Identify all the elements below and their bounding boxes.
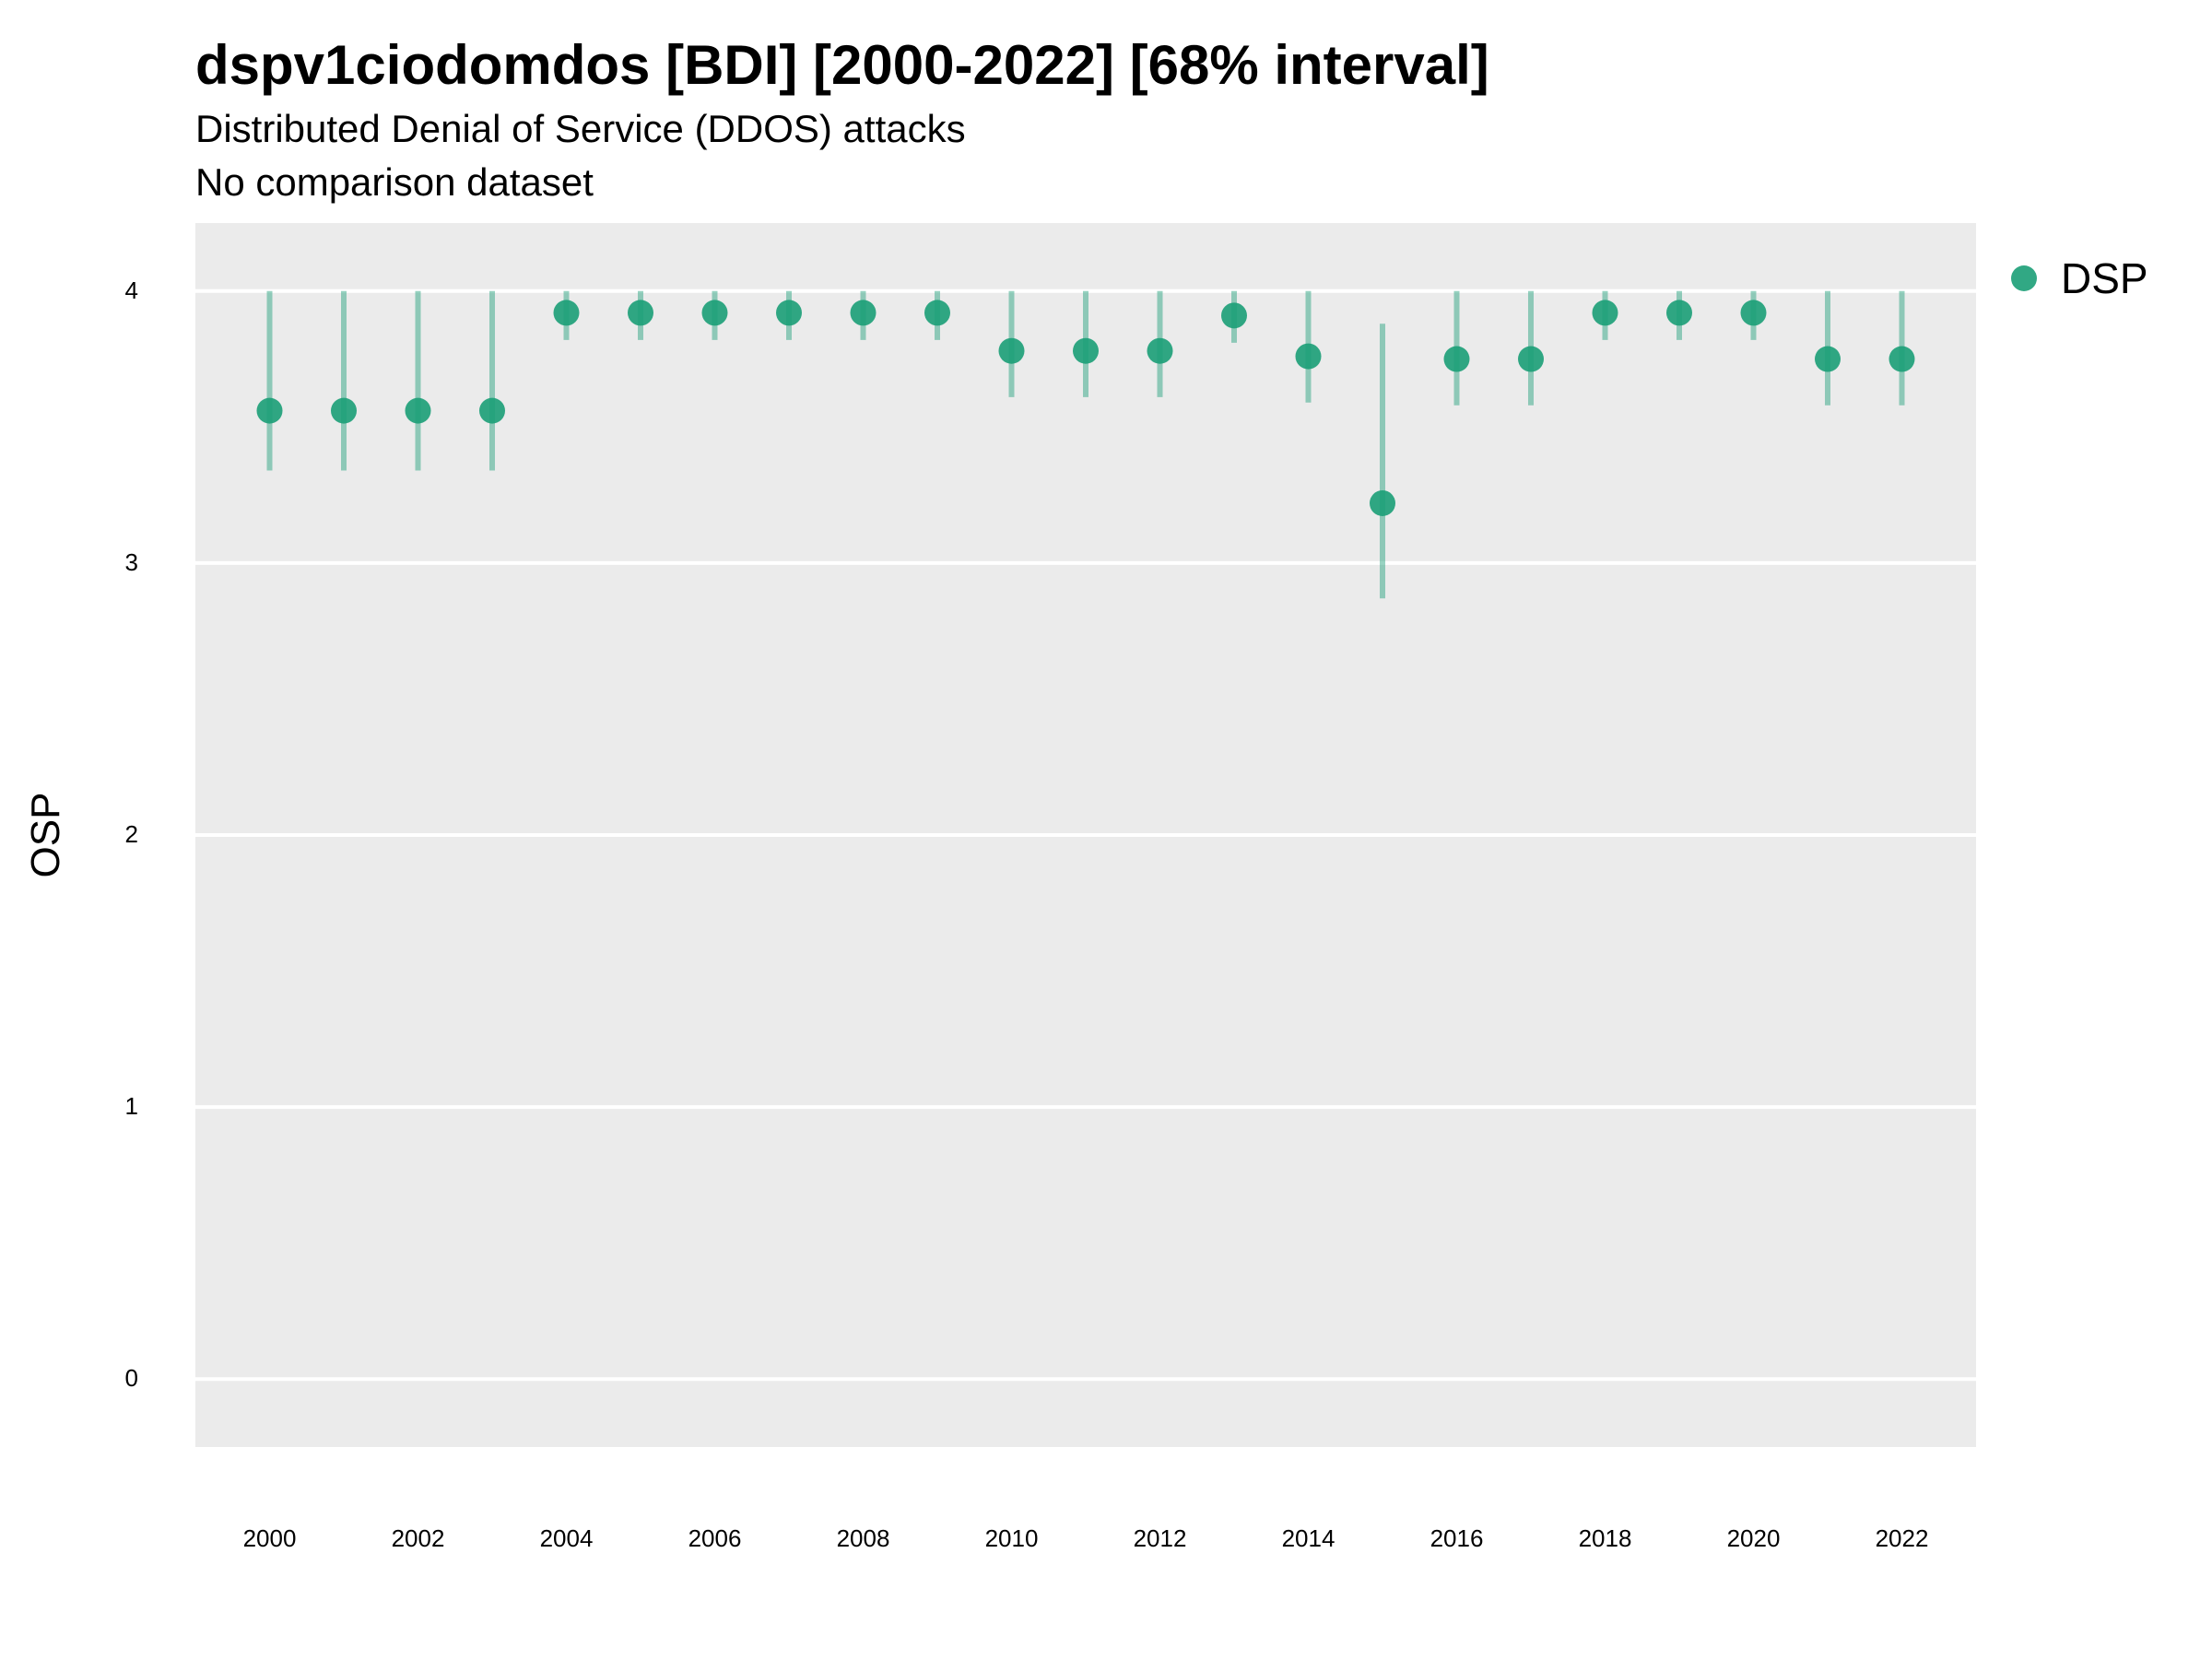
x-tick-label: 2018 — [1579, 1524, 1632, 1552]
data-point — [1221, 302, 1247, 329]
x-tick-label: 2022 — [1876, 1524, 1929, 1552]
data-point — [479, 397, 505, 424]
y-tick-label: 2 — [125, 820, 138, 848]
data-point — [1518, 346, 1544, 372]
x-tick-label: 2000 — [243, 1524, 297, 1552]
y-tick-label: 0 — [125, 1364, 138, 1392]
y-tick-label: 4 — [125, 276, 138, 304]
data-point — [1888, 346, 1915, 372]
legend-key — [2011, 265, 2037, 291]
x-tick-label: 2016 — [1430, 1524, 1484, 1552]
chart-subtitle: Distributed Denial of Service (DDOS) att… — [195, 107, 966, 150]
legend-label: DSP — [2061, 254, 2148, 302]
x-tick-label: 2010 — [985, 1524, 1039, 1552]
x-tick-label: 2002 — [392, 1524, 445, 1552]
x-tick-label: 2020 — [1727, 1524, 1781, 1552]
y-tick-label: 3 — [125, 548, 138, 576]
x-tick-label: 2006 — [688, 1524, 742, 1552]
data-point — [1073, 337, 1099, 364]
data-point — [1295, 343, 1322, 370]
data-point — [1370, 489, 1395, 516]
data-point — [850, 300, 877, 326]
data-point — [776, 300, 802, 326]
x-tick-label: 2012 — [1134, 1524, 1187, 1552]
data-point — [1592, 300, 1618, 326]
chart-caption: No comparison dataset — [195, 160, 594, 204]
y-tick-label: 1 — [125, 1092, 138, 1120]
y-axis-label: OSP — [23, 793, 68, 878]
data-point — [553, 300, 580, 326]
data-point — [331, 397, 357, 424]
data-point — [701, 300, 728, 326]
data-point — [256, 397, 283, 424]
data-point — [1147, 337, 1173, 364]
data-point — [924, 300, 950, 326]
data-point — [998, 337, 1025, 364]
chart-title: dspv1ciodomdos [BDI] [2000-2022] [68% in… — [195, 34, 1489, 96]
data-point — [1740, 300, 1767, 326]
data-point — [628, 300, 653, 326]
data-point — [405, 397, 431, 424]
data-point — [1815, 346, 1841, 372]
data-point — [1666, 300, 1692, 326]
x-tick-label: 2008 — [837, 1524, 890, 1552]
data-point — [1443, 346, 1470, 372]
x-tick-label: 2004 — [540, 1524, 594, 1552]
x-tick-label: 2014 — [1282, 1524, 1335, 1552]
